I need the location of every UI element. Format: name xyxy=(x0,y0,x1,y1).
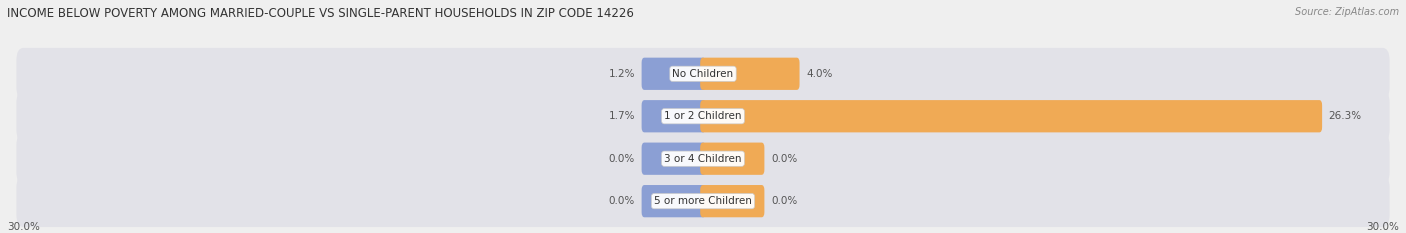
Text: 30.0%: 30.0% xyxy=(7,222,39,232)
Text: 5 or more Children: 5 or more Children xyxy=(654,196,752,206)
Text: 3 or 4 Children: 3 or 4 Children xyxy=(664,154,742,164)
Text: Source: ZipAtlas.com: Source: ZipAtlas.com xyxy=(1295,7,1399,17)
FancyBboxPatch shape xyxy=(700,143,765,175)
Text: INCOME BELOW POVERTY AMONG MARRIED-COUPLE VS SINGLE-PARENT HOUSEHOLDS IN ZIP COD: INCOME BELOW POVERTY AMONG MARRIED-COUPL… xyxy=(7,7,634,20)
Text: 1.2%: 1.2% xyxy=(609,69,636,79)
Text: 0.0%: 0.0% xyxy=(609,154,636,164)
FancyBboxPatch shape xyxy=(641,185,706,217)
Text: 26.3%: 26.3% xyxy=(1329,111,1362,121)
Text: 0.0%: 0.0% xyxy=(609,196,636,206)
FancyBboxPatch shape xyxy=(17,48,1389,100)
FancyBboxPatch shape xyxy=(700,185,765,217)
FancyBboxPatch shape xyxy=(700,58,800,90)
Text: 1.7%: 1.7% xyxy=(609,111,636,121)
Text: 0.0%: 0.0% xyxy=(770,196,797,206)
FancyBboxPatch shape xyxy=(17,90,1389,142)
FancyBboxPatch shape xyxy=(641,100,706,132)
Text: 0.0%: 0.0% xyxy=(770,154,797,164)
Text: 4.0%: 4.0% xyxy=(806,69,832,79)
FancyBboxPatch shape xyxy=(17,175,1389,227)
Text: No Children: No Children xyxy=(672,69,734,79)
FancyBboxPatch shape xyxy=(700,100,1322,132)
Text: 30.0%: 30.0% xyxy=(1367,222,1399,232)
FancyBboxPatch shape xyxy=(641,143,706,175)
FancyBboxPatch shape xyxy=(17,133,1389,185)
FancyBboxPatch shape xyxy=(641,58,706,90)
Text: 1 or 2 Children: 1 or 2 Children xyxy=(664,111,742,121)
